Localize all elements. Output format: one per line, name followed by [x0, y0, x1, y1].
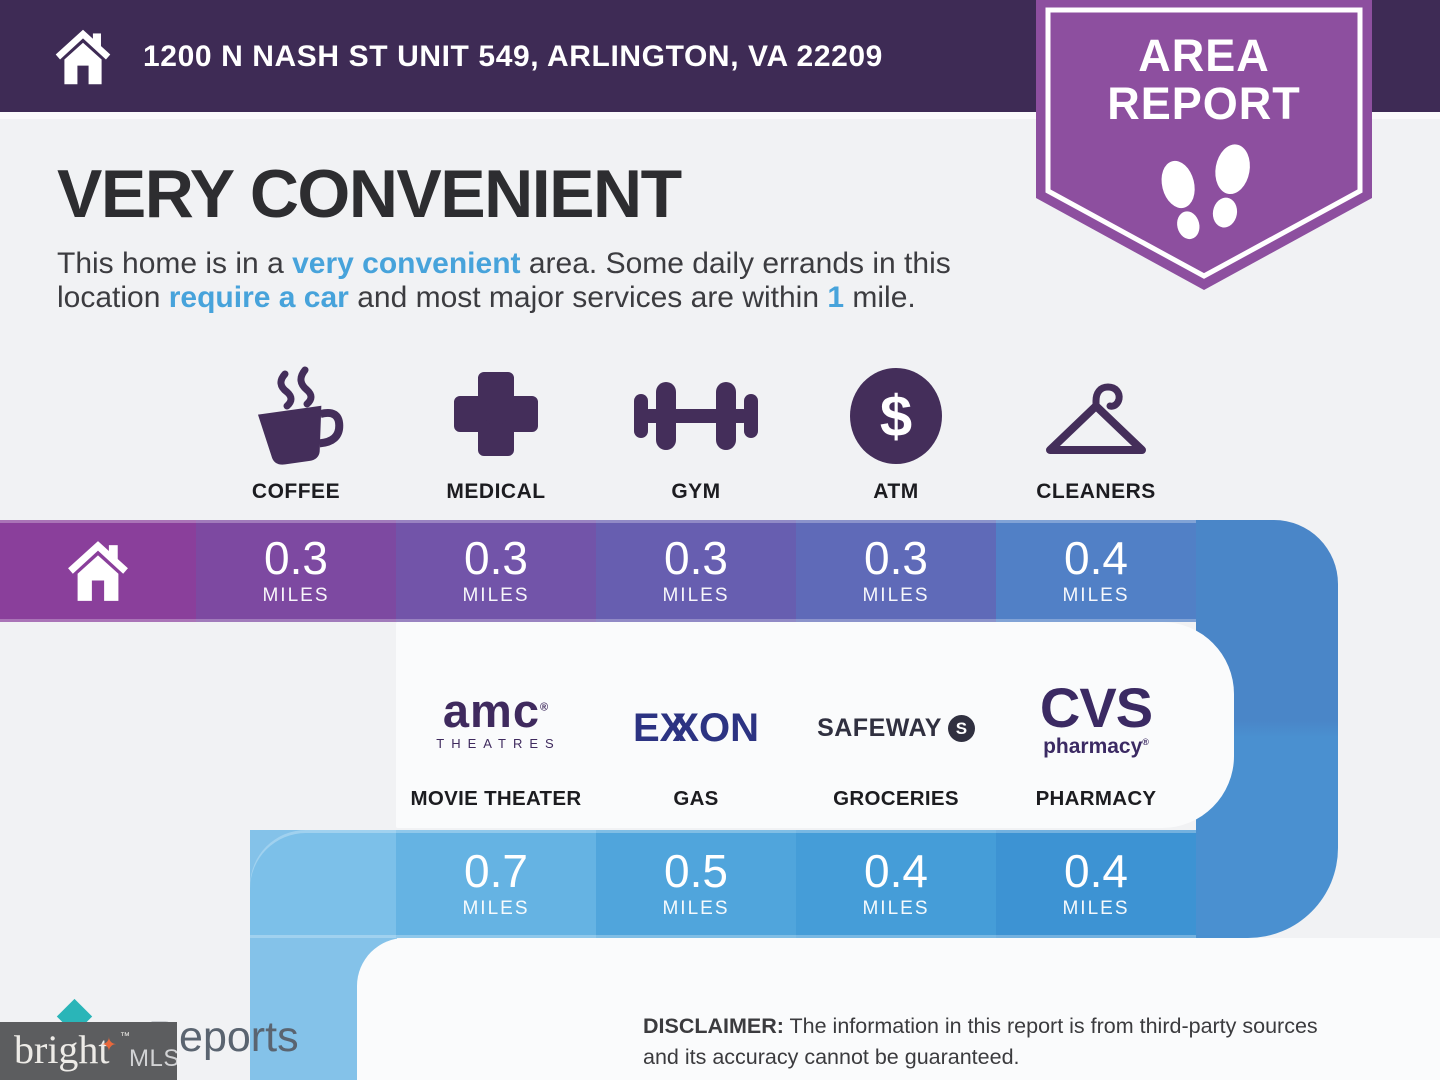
area-report-badge — [1036, 0, 1372, 292]
brand-label-movie-theater: MOVIE THEATER — [410, 787, 582, 810]
band2-start-segment — [250, 830, 396, 938]
brand-label-pharmacy: PHARMACY — [1035, 787, 1157, 810]
distance-value: 0.3 — [264, 532, 328, 585]
bright-star-icon: ✦ — [101, 1035, 117, 1056]
amenity-label-coffee: COFFEE — [251, 480, 341, 503]
distance-cell-cleaners: 0.4 MILES — [996, 520, 1196, 622]
intro-text: This home is in a — [57, 247, 293, 280]
amenity-label-medical: MEDICAL — [446, 480, 546, 503]
exxon-logo: EXXON — [632, 706, 760, 750]
disclaimer-text: DISCLAIMER: The information in this repo… — [643, 1014, 1318, 1069]
intro-paragraph: This home is in a very convenient area. … — [57, 247, 951, 315]
distance-cell-pharmacy: 0.4 MILES — [996, 830, 1196, 938]
footprints-icon — [1144, 138, 1264, 256]
distance-cell-gym: 0.3 MILES — [596, 520, 796, 622]
brand-label-gas: GAS — [673, 787, 719, 810]
safeway-s-mark: S — [947, 715, 975, 742]
disclaimer-label: DISCLAIMER: — [643, 1014, 784, 1038]
home-icon — [52, 26, 114, 88]
property-address: 1200 N NASH ST UNIT 549, ARLINGTON, VA 2… — [143, 40, 883, 73]
page-title: VERY CONVENIENT — [57, 156, 682, 232]
distance-cell-medical: 0.3 MILES — [396, 520, 596, 622]
bright-mls-logo: bright ✦ ™ MLS — [0, 1022, 177, 1080]
brands-panel — [396, 622, 1234, 828]
dumbbell-icon — [626, 366, 766, 471]
atm-dollar-icon: $ — [848, 366, 944, 471]
distance-cell-movie-theater: 0.7 MILES — [396, 830, 596, 938]
mls-wordmark: MLS — [129, 1045, 177, 1072]
home-icon-band — [64, 537, 132, 605]
distance-cell-gas: 0.5 MILES — [596, 830, 796, 938]
badge-title-line2: REPORT — [1107, 78, 1301, 129]
coffee-icon — [241, 366, 351, 471]
amenity-label-atm: ATM — [873, 480, 919, 503]
distance-unit: MILES — [262, 584, 330, 606]
distance-cell-coffee: 0.3 MILES — [196, 520, 396, 622]
distance-cell-groceries: 0.4 MILES — [796, 830, 996, 938]
amc-theatres-logo: amc® THEATRES — [436, 684, 561, 752]
header-bottom-strip — [0, 112, 1440, 119]
amenity-label-gym: GYM — [671, 480, 721, 503]
bright-wordmark: bright — [14, 1027, 110, 1072]
medical-cross-icon — [446, 362, 546, 471]
badge-title-line1: AREA — [1138, 30, 1270, 81]
hanger-icon — [1036, 370, 1156, 471]
svg-text:$: $ — [880, 384, 912, 449]
intro-highlight-very-convenient: very convenient — [292, 247, 521, 280]
trademark-symbol: ™ — [120, 1031, 130, 1042]
safeway-logo: SAFEWAY S — [776, 714, 1016, 743]
intro-highlight-one-mile: 1 — [827, 281, 845, 315]
amenity-label-cleaners: CLEANERS — [1036, 480, 1156, 503]
disclaimer-panel — [357, 938, 1440, 1080]
brand-label-groceries: GROCERIES — [833, 787, 959, 810]
intro-highlight-require-a-car: require a car — [168, 281, 349, 315]
distance-cell-atm: 0.3 MILES — [796, 520, 996, 622]
cvs-pharmacy-logo: CVS pharmacy® — [1039, 676, 1153, 758]
